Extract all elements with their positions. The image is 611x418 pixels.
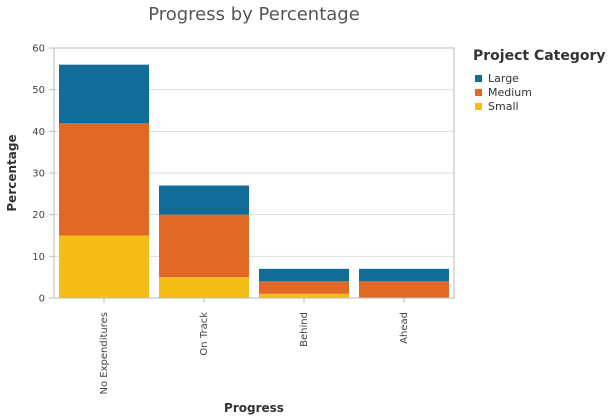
bar-segment-large xyxy=(359,268,449,282)
legend-swatch xyxy=(475,103,482,110)
legend-label: Medium xyxy=(488,86,532,99)
bars xyxy=(59,64,449,298)
y-tick-label: 30 xyxy=(32,169,45,180)
bar-segment-small xyxy=(259,293,349,298)
x-tick-label: On Track xyxy=(199,312,210,356)
legend-title: Project Category xyxy=(473,48,606,64)
bar-segment-large xyxy=(159,185,249,215)
chart-title: Progress by Percentage xyxy=(148,4,360,25)
bar-segment-small xyxy=(159,277,249,298)
bar-segment-medium xyxy=(59,123,149,236)
y-axis-title: Percentage xyxy=(5,134,19,211)
legend-swatch xyxy=(475,75,482,82)
bar-segment-medium xyxy=(159,214,249,278)
x-tick-label: Ahead xyxy=(399,312,410,344)
bar-segment-large xyxy=(59,64,149,123)
y-tick-label: 60 xyxy=(32,44,45,55)
axes: 0 10 20 30 40 50 60 No Expenditures On Track Behi… xyxy=(32,44,455,395)
plot-frame xyxy=(53,47,455,299)
y-tick-label: 50 xyxy=(32,85,45,96)
y-tick-label: 20 xyxy=(32,210,45,221)
legend-label: Small xyxy=(488,100,519,113)
legend-swatch xyxy=(475,89,482,96)
x-tick-label: Behind xyxy=(299,312,310,347)
y-tick-label: 10 xyxy=(32,252,45,263)
y-tick-label: 0 xyxy=(39,294,45,305)
x-axis-title: Progress xyxy=(224,401,284,415)
bar-segment-medium xyxy=(259,281,349,294)
x-tick-label: No Expenditures xyxy=(99,312,110,395)
legend-label: Large xyxy=(488,72,519,85)
bar-segment-large xyxy=(259,268,349,282)
bar-segment-small xyxy=(59,235,149,298)
bar-segment-medium xyxy=(359,281,449,298)
y-tick-label: 40 xyxy=(32,127,45,138)
